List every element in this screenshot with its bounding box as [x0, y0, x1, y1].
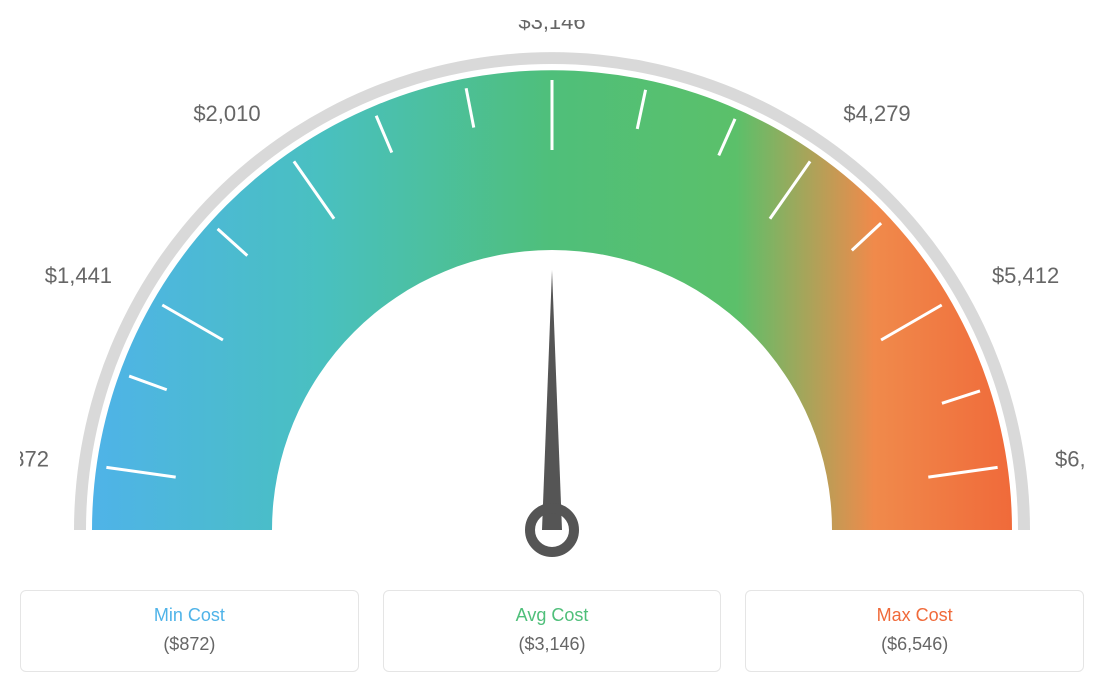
legend-value: ($6,546) [764, 634, 1065, 655]
legend-card-min: Min Cost ($872) [20, 590, 359, 672]
legend-row: Min Cost ($872) Avg Cost ($3,146) Max Cost ($… [20, 590, 1084, 672]
gauge-tick-label: $872 [20, 446, 49, 471]
legend-title: Max Cost [764, 605, 1065, 626]
gauge-needle [542, 270, 562, 530]
gauge-tick-label: $2,010 [193, 101, 260, 126]
gauge-tick-label: $5,412 [992, 263, 1059, 288]
gauge-tick-label: $6,546 [1055, 446, 1084, 471]
gauge-tick-label: $1,441 [45, 263, 112, 288]
gauge-chart: $872 $1,441 $2,010 $3,146 $4,279 $5,412 $6,546 [20, 20, 1084, 580]
legend-value: ($3,146) [402, 634, 703, 655]
legend-title: Avg Cost [402, 605, 703, 626]
gauge-tick-label: $4,279 [843, 101, 910, 126]
gauge-tick-label: $3,146 [518, 20, 585, 34]
legend-value: ($872) [39, 634, 340, 655]
legend-title: Min Cost [39, 605, 340, 626]
gauge-svg: $872 $1,441 $2,010 $3,146 $4,279 $5,412 $6,546 [20, 20, 1084, 580]
legend-card-max: Max Cost ($6,546) [745, 590, 1084, 672]
legend-card-avg: Avg Cost ($3,146) [383, 590, 722, 672]
